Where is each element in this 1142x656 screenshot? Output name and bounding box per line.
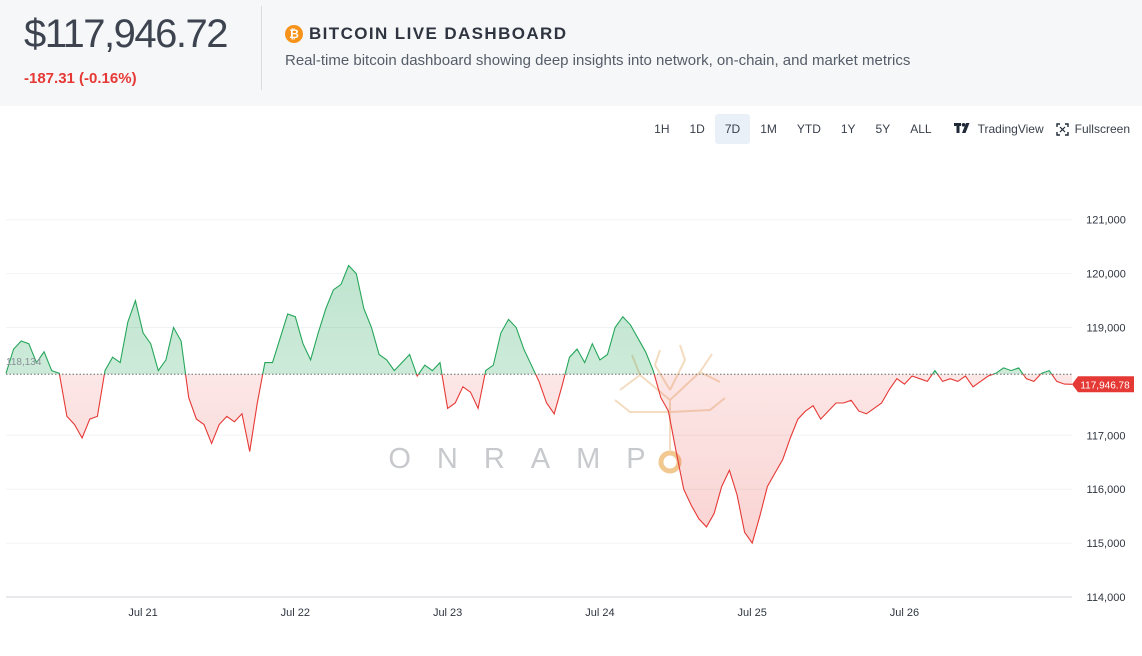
price-line-down [58,374,1073,545]
timeframe-1d[interactable]: 1D [689,122,705,136]
last-price-badge [1072,376,1134,393]
dashboard-header: $117,946.72 -187.31 (-0.16%) ₿ BITCOIN L… [0,0,1142,106]
x-axis: Jul 21 Jul 22 Jul 23 Jul 24 Jul 25 Jul 26 [128,607,919,619]
x-tick-label: Jul 24 [585,607,614,619]
timeframe-group: 1H 1D 7D 1M YTD 1Y 5Y ALL [644,114,941,144]
price-change: -187.31 (-0.16%) [24,70,137,87]
price-block: $117,946.72 -187.31 (-0.16%) [24,10,260,87]
title-row: ₿ BITCOIN LIVE DASHBOARD [285,24,910,44]
y-tick-label: 116,000 [1087,484,1126,496]
fullscreen-button[interactable]: Fullscreen [1055,122,1130,136]
timeframe-ytd[interactable]: YTD [796,122,821,136]
y-tick-label: 114,000 [1087,592,1126,604]
last-price-label: 117,946.78 [1080,380,1130,391]
chart-markers: 118,134 117,946.78 [6,357,1134,393]
price-line-up [5,264,1053,375]
tree-branch [614,399,670,413]
tradingview-icon [953,123,970,133]
x-tick-label: Jul 26 [890,607,919,619]
header-divider [261,6,262,90]
y-tick-label: 121,000 [1086,215,1126,227]
chart-grid [6,219,1072,598]
chart-areas [5,264,1073,545]
timeframe-1h[interactable]: 1H [654,122,670,136]
watermark-text: ONRAMP [388,443,671,475]
title-block: ₿ BITCOIN LIVE DASHBOARD Real-time bitco… [285,24,910,69]
fullscreen-label: Fullscreen [1074,122,1130,136]
page-title: BITCOIN LIVE DASHBOARD [309,24,568,43]
baseline-label: 118,134 [6,357,42,368]
area-down [6,374,1072,544]
page-subtitle: Real-time bitcoin dashboard showing deep… [285,52,911,69]
area-up [6,265,1052,375]
y-tick-label: 117,000 [1087,430,1126,442]
chart-toolbar: 1H 1D 7D 1M YTD 1Y 5Y ALL TradingView Fullscree… [644,114,1130,144]
fullscreen-icon [1055,122,1069,136]
timeframe-1y[interactable]: 1Y [840,122,856,136]
y-tick-label: 119,000 [1087,323,1126,335]
y-tick-label: 115,000 [1087,538,1126,550]
timeframe-1m[interactable]: 1M [760,122,777,136]
tradingview-button[interactable]: TradingView [953,122,1044,136]
bitcoin-icon: ₿ [285,25,303,43]
timeframe-all[interactable]: ALL [910,122,932,136]
x-tick-label: Jul 21 [128,607,157,619]
price-chart[interactable]: ONRAMP 121,000 120,000 119,000 117,000 116,0… [0,150,1142,630]
current-price: $117,946.72 [24,12,228,56]
x-tick-label: Jul 23 [433,607,462,619]
tree-branch [699,353,713,373]
timeframe-5y[interactable]: 5Y [875,122,891,136]
timeframe-7d[interactable]: 7D [714,114,751,144]
y-axis: 121,000 120,000 119,000 117,000 116,000 115,0… [1086,215,1126,604]
x-tick-label: Jul 25 [738,607,767,619]
tradingview-label: TradingView [977,122,1044,136]
y-tick-label: 120,000 [1086,269,1126,281]
x-tick-label: Jul 22 [281,607,310,619]
